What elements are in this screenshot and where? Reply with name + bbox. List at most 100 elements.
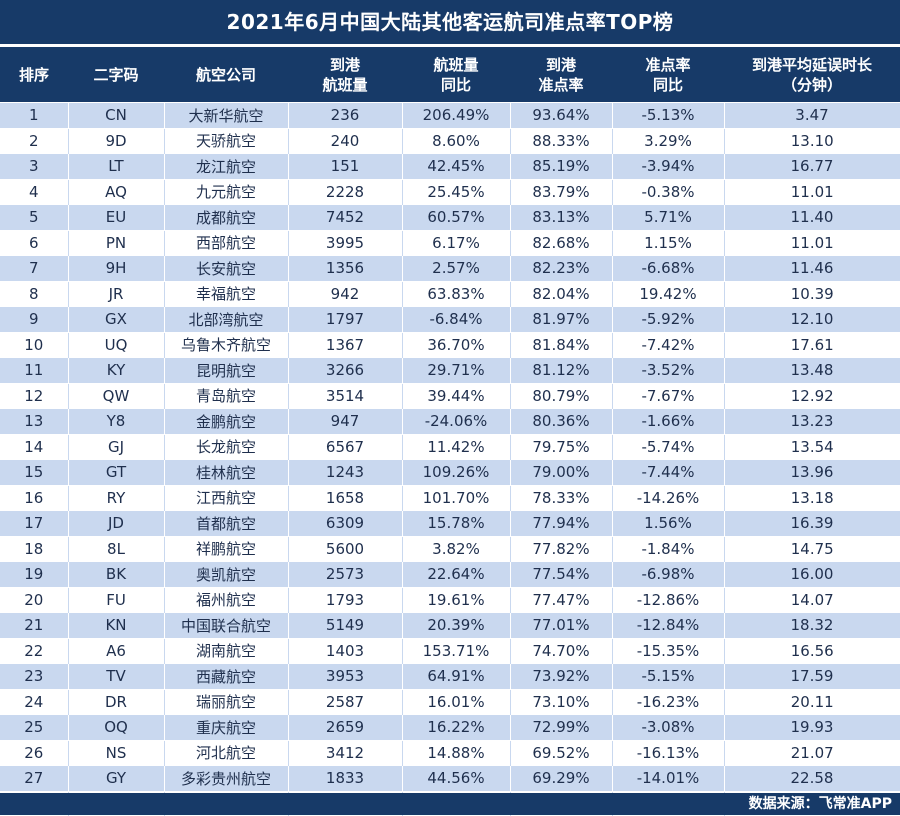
code-cell: GT [68, 460, 164, 486]
header-code-line1: 二字码 [68, 65, 164, 85]
header-avg-delay-line1: 到港平均延误时长 [724, 55, 900, 75]
rank-cell: 14 [0, 434, 68, 460]
arrivals-cell: 1356 [288, 256, 402, 282]
avg-delay-cell: 14.07 [724, 587, 900, 613]
ontime-yoy-cell: -12.86% [612, 587, 724, 613]
ontime-rate-cell: 83.13% [510, 205, 612, 231]
airline-cell: 祥鹏航空 [164, 536, 288, 562]
arrivals-yoy-cell: -6.84% [402, 307, 510, 333]
rank-cell: 6 [0, 230, 68, 256]
ontime-rate-cell: 79.75% [510, 434, 612, 460]
arrivals-yoy-cell: 3.82% [402, 536, 510, 562]
ontime-rate-cell: 69.52% [510, 740, 612, 766]
avg-delay-cell: 18.32 [724, 613, 900, 639]
avg-delay-cell: 22.58 [724, 766, 900, 792]
ontime-rate-cell: 74.70% [510, 638, 612, 664]
ontime-yoy-cell: -1.66% [612, 409, 724, 435]
arrivals-yoy-cell: 16.22% [402, 715, 510, 741]
airline-cell: 北部湾航空 [164, 307, 288, 333]
arrivals-cell: 6309 [288, 511, 402, 537]
code-cell: NS [68, 740, 164, 766]
avg-delay-cell: 13.48 [724, 358, 900, 384]
ontime-rate-cell: 83.79% [510, 179, 612, 205]
ontime-yoy-cell: -3.94% [612, 154, 724, 180]
code-cell: JD [68, 511, 164, 537]
avg-delay-cell: 13.10 [724, 128, 900, 154]
code-cell: UQ [68, 332, 164, 358]
ontime-yoy-cell: 1.56% [612, 511, 724, 537]
arrivals-cell: 5600 [288, 536, 402, 562]
ontime-yoy-cell: -16.23% [612, 689, 724, 715]
ontime-rate-cell: 72.99% [510, 715, 612, 741]
rank-cell: 24 [0, 689, 68, 715]
code-cell: GJ [68, 434, 164, 460]
ontime-rate-cell: 81.12% [510, 358, 612, 384]
avg-delay-cell: 11.01 [724, 179, 900, 205]
ontime-rate-cell: 79.00% [510, 460, 612, 486]
rank-cell: 27 [0, 766, 68, 792]
ontime-yoy-cell: -6.68% [612, 256, 724, 282]
avg-delay-cell: 11.40 [724, 205, 900, 231]
rank-cell: 7 [0, 256, 68, 282]
arrivals-cell: 2228 [288, 179, 402, 205]
header-ontime-yoy: 准点率同比 [612, 47, 724, 103]
header-ontime-yoy-line1: 准点率 [612, 55, 724, 75]
code-cell: JR [68, 281, 164, 307]
rank-cell: 3 [0, 154, 68, 180]
ontime-rate-cell: 93.64% [510, 103, 612, 129]
arrivals-yoy-cell: 6.17% [402, 230, 510, 256]
code-cell: OQ [68, 715, 164, 741]
ontime-yoy-cell: -12.84% [612, 613, 724, 639]
ontime-rate-cell: 78.33% [510, 485, 612, 511]
code-cell: Y8 [68, 409, 164, 435]
arrivals-cell: 151 [288, 154, 402, 180]
avg-delay-cell: 16.56 [724, 638, 900, 664]
arrivals-cell: 236 [288, 103, 402, 129]
rank-cell: 15 [0, 460, 68, 486]
avg-delay-cell: 3.47 [724, 103, 900, 129]
code-cell: GX [68, 307, 164, 333]
arrivals-cell: 6567 [288, 434, 402, 460]
ontime-rate-cell: 73.92% [510, 664, 612, 690]
source-footer: 数据来源：飞常准APP [0, 793, 900, 815]
arrivals-yoy-cell: 101.70% [402, 485, 510, 511]
rank-cell: 11 [0, 358, 68, 384]
arrivals-cell: 3514 [288, 383, 402, 409]
airline-cell: 西部航空 [164, 230, 288, 256]
ontime-rate-cell: 73.10% [510, 689, 612, 715]
header-code: 二字码 [68, 47, 164, 103]
ontime-rate-cell: 82.68% [510, 230, 612, 256]
ontime-rate-cell: 80.79% [510, 383, 612, 409]
arrivals-cell: 1658 [288, 485, 402, 511]
header-row: 排序二字码航空公司到港航班量航班量同比到港准点率准点率同比到港平均延误时长（分钟… [0, 47, 900, 103]
header-ontime-yoy-line2: 同比 [612, 75, 724, 95]
rank-cell: 17 [0, 511, 68, 537]
airline-cell: 青岛航空 [164, 383, 288, 409]
rank-cell: 5 [0, 205, 68, 231]
ontime-yoy-cell: -3.08% [612, 715, 724, 741]
rank-cell: 21 [0, 613, 68, 639]
ontime-yoy-cell: -5.13% [612, 103, 724, 129]
arrivals-cell: 1833 [288, 766, 402, 792]
airline-cell: 金鹏航空 [164, 409, 288, 435]
code-cell: RY [68, 485, 164, 511]
ontime-rate-cell: 81.84% [510, 332, 612, 358]
arrivals-yoy-cell: 14.88% [402, 740, 510, 766]
arrivals-cell: 2659 [288, 715, 402, 741]
rank-cell: 16 [0, 485, 68, 511]
ontime-rate-cell: 69.29% [510, 766, 612, 792]
header-avg-delay-line2: （分钟） [724, 75, 900, 95]
code-cell: GY [68, 766, 164, 792]
code-cell: FU [68, 587, 164, 613]
